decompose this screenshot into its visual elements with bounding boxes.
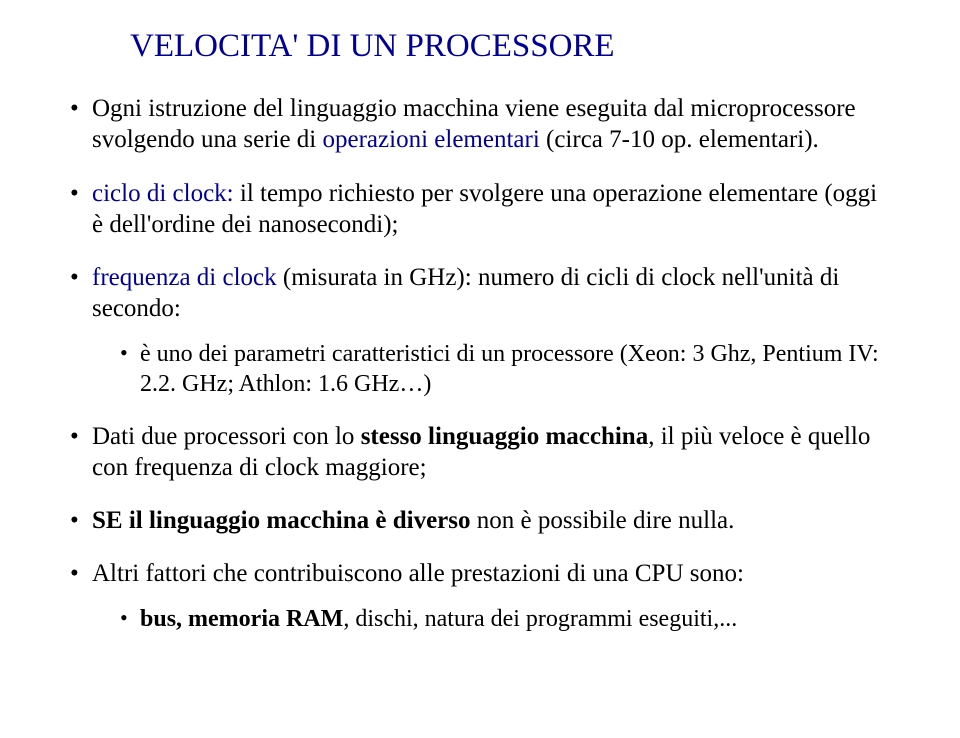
- sub-bullet-item: è uno dei parametri caratteristici di un…: [120, 339, 890, 399]
- sub-bullet-list: è uno dei parametri caratteristici di un…: [92, 339, 890, 399]
- bullet-item: ciclo di clock: il tempo richiesto per s…: [70, 178, 890, 241]
- text-run: non è possibile dire nulla.: [477, 507, 735, 534]
- bullet-item: Altri fattori che contribuiscono alle pr…: [70, 558, 890, 633]
- text-run: Dati due processori con lo: [92, 423, 361, 450]
- sub-bullet-list: bus, memoria RAM, dischi, natura dei pro…: [92, 604, 890, 634]
- text-bold: bus, memoria RAM: [140, 606, 343, 632]
- bullet-item: Dati due processori con lo stesso lingua…: [70, 421, 890, 484]
- text-bold: stesso linguaggio macchina: [361, 423, 649, 450]
- text-accent: operazioni elementari: [323, 126, 547, 153]
- bullet-item: SE il linguaggio macchina è diverso non …: [70, 505, 890, 536]
- text-accent: ciclo di clock:: [92, 180, 240, 207]
- text-run: è uno dei parametri caratteristici di un…: [140, 341, 879, 397]
- slide-page: VELOCITA' DI UN PROCESSORE Ogni istruzio…: [0, 0, 960, 738]
- text-accent: frequenza di clock: [92, 264, 283, 291]
- text-run: (circa 7-10 op. elementari).: [546, 126, 819, 153]
- bullet-list: Ogni istruzione del linguaggio macchina …: [70, 93, 890, 634]
- text-run: , dischi, natura dei programmi eseguiti,…: [343, 606, 737, 632]
- bullet-item: Ogni istruzione del linguaggio macchina …: [70, 93, 890, 156]
- bullet-item: frequenza di clock (misurata in GHz): nu…: [70, 262, 890, 399]
- text-run: Altri fattori che contribuiscono alle pr…: [92, 560, 744, 587]
- sub-bullet-item: bus, memoria RAM, dischi, natura dei pro…: [120, 604, 890, 634]
- text-bold: SE il linguaggio macchina è diverso: [92, 507, 477, 534]
- slide-title: VELOCITA' DI UN PROCESSORE: [130, 28, 890, 65]
